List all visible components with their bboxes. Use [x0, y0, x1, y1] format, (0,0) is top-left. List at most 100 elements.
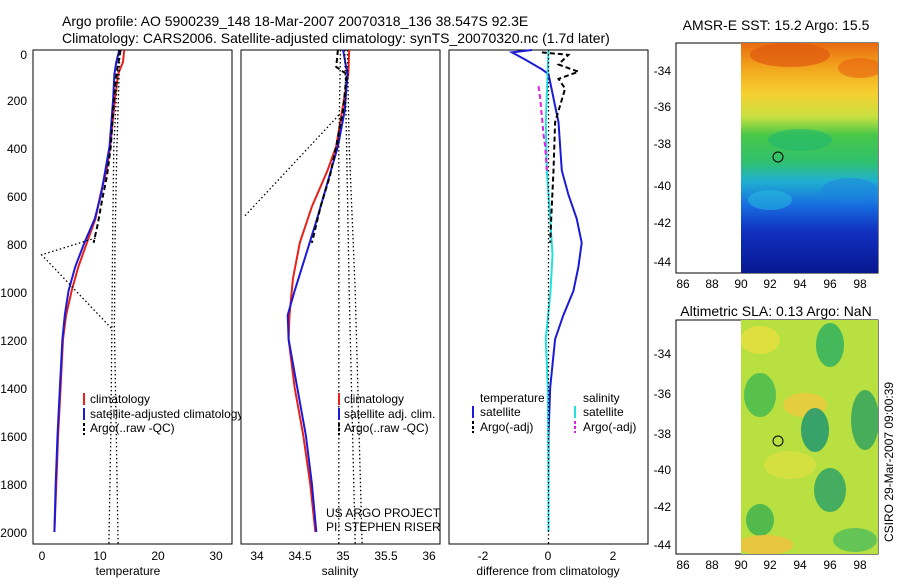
sst-map: AMSR-E SST: 15.2 Argo: 15.5 -34 -36 -38 … — [654, 17, 879, 291]
sla-x-ticks: 86 88 90 92 94 96 98 — [676, 558, 867, 572]
sst-y-ticks: -34 -36 -38 -40 -42 -44 — [654, 64, 672, 269]
sla-blob — [741, 326, 780, 354]
project-line2: PI: STEPHEN RISER — [326, 520, 441, 534]
lat-tick: -40 — [654, 179, 672, 193]
series-line-satellite-adj-clim — [286, 49, 349, 533]
difference-series — [508, 49, 583, 544]
sst-map-title: AMSR-E SST: 15.2 Argo: 15.5 — [683, 17, 870, 33]
legend-label: satellite-adjusted climatology — [90, 407, 243, 421]
lat-tick: -34 — [654, 64, 672, 78]
sla-map-title: Altimetric SLA: 0.13 Argo: NaN — [680, 303, 871, 319]
sla-blob — [764, 451, 816, 479]
temperature-panel: 0 200 400 600 800 1000 1200 1400 1600 18… — [0, 48, 243, 578]
lon-tick: 88 — [705, 277, 719, 291]
temperature-series — [40, 49, 126, 545]
lon-tick: 96 — [823, 558, 837, 572]
lon-tick: 98 — [853, 558, 867, 572]
x-tick-label: 20 — [151, 549, 165, 563]
legend-label: Argo(..raw -QC) — [90, 421, 175, 435]
lat-tick: -36 — [654, 100, 672, 114]
legend-label: climatology — [90, 392, 150, 406]
legend-label: Argo(..raw -QC) — [344, 421, 429, 435]
lat-tick: -36 — [654, 387, 672, 401]
salinity-panel: 34 34.5 35 35.5 36 salinity climatology … — [240, 49, 441, 578]
lat-tick: -38 — [654, 427, 672, 441]
legend-label: satellite — [480, 405, 521, 419]
series-line-temperature-satellite — [508, 49, 583, 532]
temperature-legend: climatology satellite-adjusted climatolo… — [83, 392, 243, 435]
sla-blob — [801, 408, 829, 452]
legend-header-temperature: temperature — [480, 391, 545, 405]
y-tick-label: 1600 — [0, 430, 27, 444]
lat-tick: -38 — [654, 137, 672, 151]
y-tick-label: 0 — [20, 48, 27, 62]
temperature-xlabel: temperature — [96, 564, 161, 578]
sst-x-ticks: 86 88 90 92 94 96 98 — [676, 277, 867, 291]
series-line-raw-dotted-1 — [108, 49, 120, 545]
difference-panel: -2 0 2 difference from climatology tempe… — [448, 49, 649, 578]
y-tick-label: 1200 — [0, 334, 27, 348]
series-line-raw-dotted-3 — [344, 49, 356, 545]
sla-blob — [746, 504, 774, 536]
lon-tick: 90 — [734, 277, 748, 291]
argo-position-marker — [772, 151, 784, 163]
argo-position-marker — [772, 435, 784, 447]
lat-tick: -40 — [654, 463, 672, 477]
salinity-x-ticks: 34 34.5 35 35.5 36 — [250, 549, 436, 563]
sla-blob — [816, 323, 844, 367]
sla-blob — [814, 468, 846, 512]
x-tick-label: 0 — [545, 549, 552, 563]
salinity-xlabel: salinity — [322, 564, 359, 578]
series-line-salinity-argo-adj — [537, 85, 548, 171]
sla-blob — [833, 528, 877, 552]
lat-tick: -44 — [654, 255, 672, 269]
series-line-argo-raw-qc — [310, 49, 348, 244]
sla-blob — [851, 390, 878, 450]
x-tick-label: 34 — [250, 549, 264, 563]
sla-map: Altimetric SLA: 0.13 Argo: NaN -34 -36 -… — [654, 303, 896, 572]
figure-title-line1: Argo profile: AO 5900239_148 18-Mar-2007… — [62, 13, 528, 29]
series-line-salinity-satellite — [544, 49, 554, 532]
lon-tick: 94 — [793, 277, 807, 291]
y-tick-label: 1400 — [0, 382, 27, 396]
lon-tick: 88 — [705, 558, 719, 572]
difference-xlabel: difference from climatology — [476, 564, 619, 578]
series-line-raw-dotted-spike — [40, 237, 114, 330]
y-tick-label: 1000 — [0, 286, 27, 300]
difference-legend: temperature salinity satellite Argo(-adj… — [472, 391, 636, 434]
series-line-argo-raw-qc — [92, 49, 122, 244]
csiro-timestamp: CSIRO 29-Mar-2007 09:00:39 — [882, 382, 896, 542]
sla-blob — [741, 535, 793, 554]
x-tick-label: 34.5 — [288, 549, 312, 563]
x-tick-label: 35.5 — [374, 549, 398, 563]
sla-blob — [744, 373, 776, 417]
temperature-x-ticks: 0 10 20 30 — [39, 549, 223, 563]
lon-tick: 92 — [763, 558, 777, 572]
sst-blob — [822, 178, 878, 202]
lon-tick: 96 — [823, 277, 837, 291]
sla-y-ticks: -34 -36 -38 -40 -42 -44 — [654, 347, 672, 552]
sst-field — [741, 43, 878, 273]
sst-blob — [838, 58, 878, 78]
series-line-temperature-argo-adj — [541, 51, 582, 243]
lat-tick: -42 — [654, 500, 672, 514]
x-tick-label: 30 — [209, 549, 223, 563]
x-tick-label: 0 — [39, 549, 46, 563]
difference-x-ticks: -2 0 2 — [478, 549, 617, 563]
sst-blob — [750, 43, 830, 67]
legend-label: Argo(-adj) — [583, 420, 636, 434]
x-tick-label: 2 — [610, 549, 617, 563]
series-line-satellite-adjusted-climatology — [53, 49, 121, 533]
lon-tick: 86 — [676, 277, 690, 291]
legend-header-salinity: salinity — [583, 391, 620, 405]
series-line-raw-dotted-spike — [244, 114, 340, 217]
sla-field — [741, 320, 878, 554]
series-line-raw-dotted-1 — [338, 49, 342, 544]
y-tick-label: 2000 — [0, 526, 27, 540]
x-tick-label: 10 — [93, 549, 107, 563]
lat-tick: -44 — [654, 538, 672, 552]
x-tick-label: 35 — [336, 549, 350, 563]
sst-blob — [748, 190, 792, 210]
salinity-series — [244, 49, 363, 545]
legend-label: satellite adj. clim. — [344, 407, 435, 421]
